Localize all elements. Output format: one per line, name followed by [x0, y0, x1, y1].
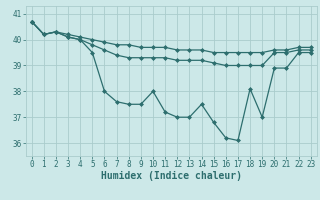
X-axis label: Humidex (Indice chaleur): Humidex (Indice chaleur)	[101, 171, 242, 181]
